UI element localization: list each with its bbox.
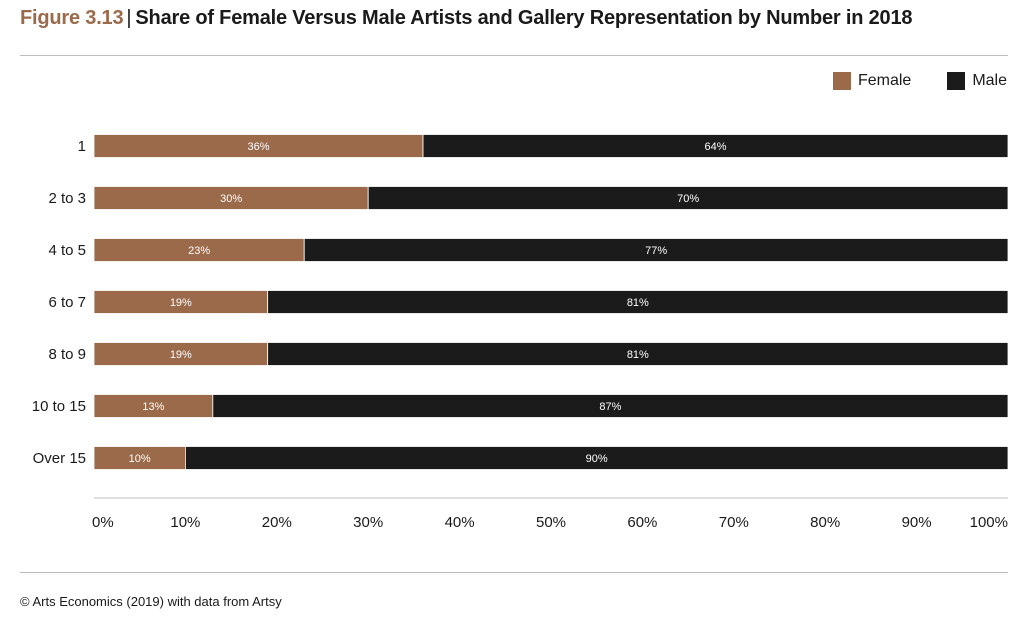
bar-male — [422, 134, 1009, 158]
legend-swatch-female — [832, 72, 851, 90]
bar-male — [303, 238, 1009, 262]
x-tick-label: 70% — [719, 514, 749, 531]
x-tick-label: 10% — [170, 514, 200, 531]
x-tick-label: 50% — [536, 514, 566, 531]
y-tick-label: 8 to 9 — [48, 346, 86, 363]
data-label-female: 36% — [248, 141, 270, 153]
legend: Female Male — [797, 72, 1007, 90]
title-text: Share of Female Versus Male Artists and … — [135, 7, 913, 29]
legend-swatch-male — [947, 72, 966, 90]
data-label-female: 19% — [170, 349, 192, 361]
chart-title: Figure 3.13 | Share of Female Versus Male … — [20, 7, 912, 30]
x-tick-label: 80% — [810, 514, 840, 531]
y-tick-label: 4 to 5 — [48, 242, 86, 259]
data-label-female: 30% — [220, 193, 242, 205]
title-separator: | — [126, 7, 132, 29]
x-tick-label: 30% — [353, 514, 383, 531]
data-label-male: 87% — [599, 401, 621, 413]
x-tick-label: 40% — [445, 514, 475, 531]
data-label-female: 13% — [142, 401, 164, 413]
data-label-male: 81% — [627, 297, 649, 309]
data-label-male: 77% — [645, 245, 667, 257]
bar-male — [267, 290, 1009, 314]
data-label-male: 90% — [586, 453, 608, 465]
data-label-male: 64% — [705, 141, 727, 153]
y-tick-label: Over 15 — [33, 450, 86, 467]
bar-male — [212, 394, 1009, 418]
legend-item-female: Female — [832, 72, 912, 90]
top-rule — [20, 55, 1008, 56]
x-tick-label: 90% — [902, 514, 932, 531]
data-label-male: 81% — [627, 349, 649, 361]
source-note: © Arts Economics (2019) with data from A… — [20, 594, 282, 609]
bar-male — [184, 446, 1009, 470]
x-tick-label: 100% — [970, 514, 1008, 531]
x-tick-label: 60% — [627, 514, 657, 531]
data-label-female: 10% — [129, 453, 151, 465]
x-tick-label: 20% — [262, 514, 292, 531]
bar-male — [267, 342, 1009, 366]
x-tick-label: 0% — [92, 514, 114, 531]
bottom-rule — [20, 572, 1008, 573]
y-tick-label: 2 to 3 — [48, 190, 86, 207]
y-tick-label: 6 to 7 — [48, 294, 86, 311]
data-label-female: 19% — [170, 297, 192, 309]
legend-item-male: Male — [947, 72, 1007, 90]
data-label-female: 23% — [188, 245, 210, 257]
legend-label-male: Male — [972, 72, 1007, 89]
bar-male — [367, 186, 1009, 210]
legend-label-female: Female — [857, 72, 912, 89]
data-label-male: 70% — [677, 193, 699, 205]
y-tick-label: 1 — [78, 138, 86, 155]
y-tick-label: 10 to 15 — [32, 398, 86, 415]
figure-label: Figure 3.13 — [20, 7, 124, 29]
